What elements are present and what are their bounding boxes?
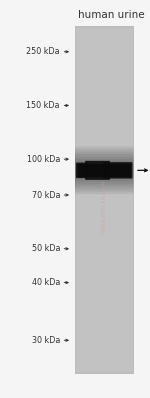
Bar — [78, 164, 130, 177]
FancyBboxPatch shape — [75, 152, 134, 189]
Text: 70 kDa: 70 kDa — [32, 191, 60, 199]
Text: 50 kDa: 50 kDa — [32, 244, 60, 253]
FancyBboxPatch shape — [76, 162, 89, 178]
FancyBboxPatch shape — [75, 146, 134, 194]
FancyBboxPatch shape — [103, 162, 132, 179]
Text: WWW.PTGLAB.COM: WWW.PTGLAB.COM — [101, 180, 106, 234]
FancyBboxPatch shape — [75, 156, 134, 184]
Text: 150 kDa: 150 kDa — [27, 101, 60, 110]
Text: 30 kDa: 30 kDa — [32, 336, 60, 345]
Text: 100 kDa: 100 kDa — [27, 155, 60, 164]
Text: 250 kDa: 250 kDa — [26, 47, 60, 56]
Text: 40 kDa: 40 kDa — [32, 278, 60, 287]
FancyBboxPatch shape — [75, 154, 134, 187]
FancyBboxPatch shape — [75, 149, 134, 192]
Bar — [75, 26, 134, 374]
FancyBboxPatch shape — [85, 161, 110, 180]
FancyBboxPatch shape — [75, 159, 134, 182]
FancyBboxPatch shape — [75, 164, 134, 177]
Bar — [76, 28, 133, 372]
FancyBboxPatch shape — [75, 162, 134, 179]
Text: human urine: human urine — [78, 10, 145, 20]
